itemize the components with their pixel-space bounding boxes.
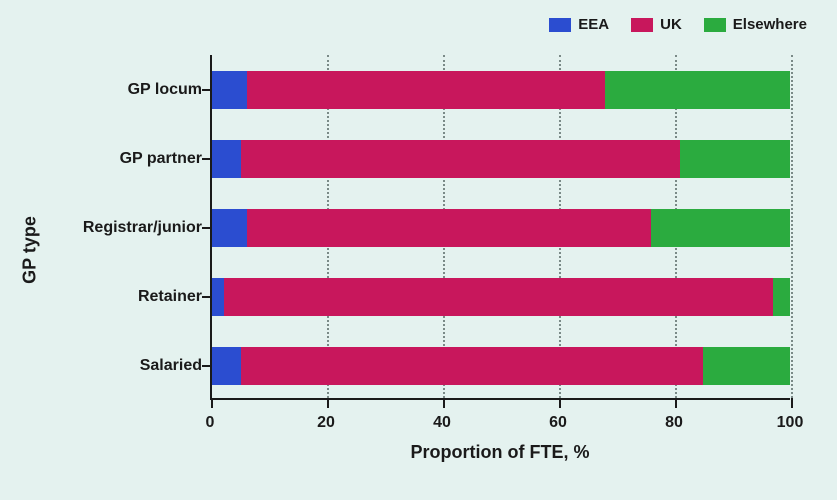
y-tick-label: Retainer [138,288,202,306]
legend-swatch [549,18,571,32]
x-tick-label: 0 [206,414,215,432]
legend-swatch [704,18,726,32]
bar-segment-elsewhere [605,71,790,109]
x-tick [559,398,561,408]
legend-item: EEA [549,16,609,33]
bar-row [212,209,790,247]
y-tick-label: Salaried [140,357,202,375]
x-tick [211,398,213,408]
x-tick-label: 80 [665,414,683,432]
x-tick-label: 20 [317,414,335,432]
bar-segment-elsewhere [773,278,790,316]
legend-label: EEA [578,16,609,33]
y-tick-label: GP locum [128,81,202,99]
chart-container: EEA UK Elsewhere GP type 0 20 40 60 80 100 Propo… [0,0,837,500]
bar-row [212,278,790,316]
bar-segment-uk [247,209,652,247]
y-tick [202,365,212,367]
bar-segment-elsewhere [651,209,790,247]
y-tick-label: GP partner [120,150,202,168]
bar-segment-uk [241,347,703,385]
x-tick-label: 100 [777,414,804,432]
bar-row [212,140,790,178]
x-tick [443,398,445,408]
plot-area [210,55,790,400]
bar-row [212,71,790,109]
grid-line [791,55,793,398]
bar-segment-uk [224,278,773,316]
y-tick [202,158,212,160]
bar-segment-eea [212,140,241,178]
y-tick [202,227,212,229]
bar-row [212,347,790,385]
y-tick-label: Registrar/junior [83,219,202,237]
y-axis-title: GP type [20,216,41,284]
legend-swatch [631,18,653,32]
legend-item: Elsewhere [704,16,807,33]
x-tick [675,398,677,408]
y-tick [202,89,212,91]
legend: EEA UK Elsewhere [549,16,807,33]
x-axis-title: Proportion of FTE, % [411,442,590,463]
y-tick [202,296,212,298]
x-tick-label: 40 [433,414,451,432]
bar-segment-uk [247,71,605,109]
x-tick [327,398,329,408]
legend-item: UK [631,16,682,33]
bar-segment-eea [212,71,247,109]
bar-segment-elsewhere [703,347,790,385]
bar-segment-eea [212,209,247,247]
bar-segment-eea [212,278,224,316]
bar-segment-uk [241,140,680,178]
bar-segment-elsewhere [680,140,790,178]
legend-label: Elsewhere [733,16,807,33]
legend-label: UK [660,16,682,33]
x-tick-label: 60 [549,414,567,432]
x-tick [791,398,793,408]
bar-segment-eea [212,347,241,385]
